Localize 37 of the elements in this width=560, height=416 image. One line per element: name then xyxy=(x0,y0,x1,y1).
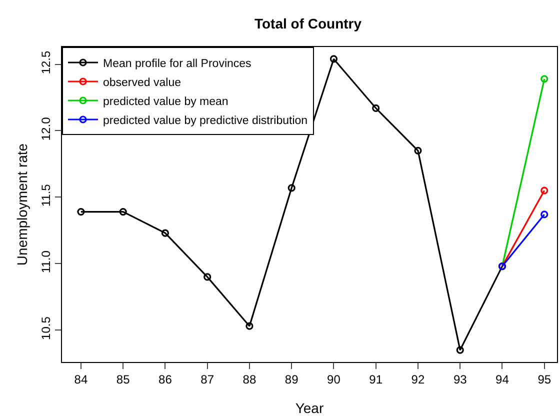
x-tick-label: 86 xyxy=(158,372,172,386)
y-tick-label: 12.5 xyxy=(39,50,54,74)
point xyxy=(540,210,548,218)
legend-label: predicted value by predictive distribution xyxy=(103,114,308,127)
x-axis-title: Year xyxy=(295,400,324,416)
x-tick-label: 90 xyxy=(327,372,341,386)
legend-label: observed value xyxy=(103,76,181,89)
legend-label: Mean profile for all Provinces xyxy=(103,58,252,70)
point xyxy=(246,322,254,330)
x-tick-label: 87 xyxy=(200,372,214,386)
chart-title: Total of Country xyxy=(254,16,362,32)
x-tick-label: 88 xyxy=(242,372,256,386)
point xyxy=(77,208,85,216)
x-tick-label: 92 xyxy=(411,372,425,386)
point xyxy=(161,229,170,237)
y-tick-label: 11.0 xyxy=(39,250,54,274)
point xyxy=(456,346,464,354)
y-tick-label: 12.0 xyxy=(39,116,54,141)
point xyxy=(119,208,127,216)
x-tick-label: 84 xyxy=(74,372,88,386)
x-tick-label: 94 xyxy=(496,372,510,386)
point xyxy=(540,75,548,83)
x-tick-label: 91 xyxy=(369,372,383,386)
legend-label: predicted value by mean xyxy=(103,96,228,108)
point xyxy=(204,273,212,281)
y-axis-title: Unemployment rate xyxy=(14,143,30,266)
y-tick-label: 10.5 xyxy=(39,316,54,340)
point xyxy=(372,104,380,112)
x-tick-label: 89 xyxy=(284,372,299,386)
x-tick-label: 93 xyxy=(453,372,468,386)
point xyxy=(414,146,422,154)
x-tick-label: 85 xyxy=(116,372,130,386)
point xyxy=(288,184,296,192)
point xyxy=(330,55,338,63)
x-tick-label: 95 xyxy=(538,372,552,386)
point xyxy=(540,186,548,194)
y-tick-label: 11.5 xyxy=(39,184,54,207)
